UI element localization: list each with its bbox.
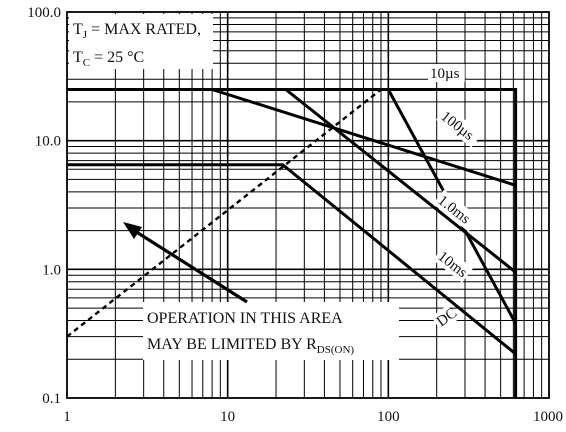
annotation-background xyxy=(143,302,399,360)
condition-tc: TC = 25 °C xyxy=(73,49,144,69)
condition-tj: TJ = MAX RATED, xyxy=(73,21,201,41)
conditions-background xyxy=(69,14,213,69)
y-tick-label: 1.0 xyxy=(42,262,61,278)
x-tick-label: 10 xyxy=(220,409,235,425)
conditions-box: TJ = MAX RATED, TC = 25 °C xyxy=(69,14,213,69)
y-tick-label: 100.0 xyxy=(27,5,61,21)
y-tick-label: 0.1 xyxy=(42,391,61,407)
arrow-head xyxy=(123,222,142,239)
series-lines xyxy=(66,88,518,398)
soa-line-100s xyxy=(211,88,517,187)
tick-labels: 1 10 100 1000 0.1 1.0 10.0 100.0 xyxy=(27,5,563,425)
soa-line-dc xyxy=(67,163,517,356)
series-label-dc: DC xyxy=(434,305,460,330)
rdson-limit-line xyxy=(66,88,382,338)
x-tick-label: 1 xyxy=(63,409,71,425)
rdson-annotation: OPERATION IN THIS AREA MAY BE LIMITED BY … xyxy=(143,302,399,360)
series-label-bg xyxy=(431,304,459,332)
series-label-bg xyxy=(432,189,480,232)
plot-frame xyxy=(66,11,550,399)
x-tick-label: 100 xyxy=(377,409,400,425)
series-label-bg xyxy=(432,245,474,283)
series-label-bg xyxy=(435,105,483,148)
soa-line-10ms xyxy=(284,88,517,274)
x-tick-label: 1000 xyxy=(533,409,563,425)
annotation-arrow xyxy=(123,222,248,304)
series-label-10s: 10µs xyxy=(430,66,460,82)
y-tick-label: 10.0 xyxy=(35,134,61,150)
annotation-line-2: MAY BE LIMITED BY RDS(ON) xyxy=(147,336,354,356)
arrow-shaft xyxy=(137,231,248,304)
series-label-bg xyxy=(428,64,465,82)
annotation-line-1: OPERATION IN THIS AREA xyxy=(147,310,343,327)
